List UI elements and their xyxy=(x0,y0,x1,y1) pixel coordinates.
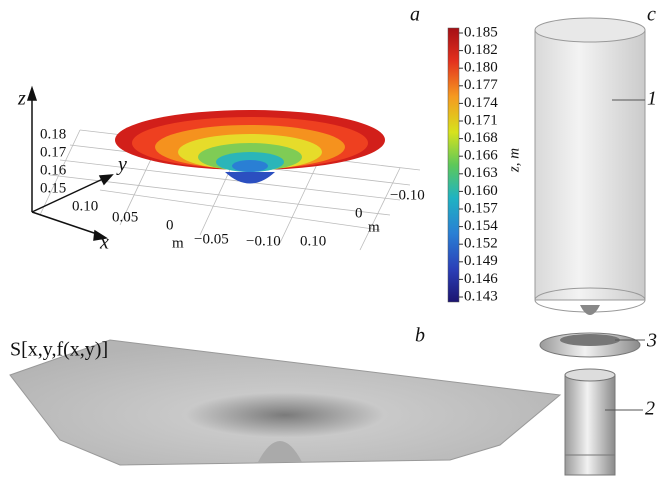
x-tick: −0.10 xyxy=(246,233,281,249)
colorbar-tick-label: 0.182 xyxy=(464,42,498,58)
colorbar-tick-label: 0.171 xyxy=(464,112,498,128)
z-tick: 0.16 xyxy=(40,162,67,178)
y-tick: 0.10 xyxy=(300,233,326,249)
panel-label: c xyxy=(647,4,656,26)
colorbar xyxy=(448,28,459,302)
apparatus xyxy=(535,18,645,475)
y-unit: m xyxy=(368,219,380,235)
panel-label: a xyxy=(410,4,420,26)
part-label: 3 xyxy=(646,330,657,352)
z-tick: 0.15 xyxy=(40,180,66,196)
axis-label: x xyxy=(99,232,109,254)
colorbar-tick-label: 0.163 xyxy=(464,165,498,181)
x-tick: 0 xyxy=(166,217,174,233)
colorbar-tick-label: 0.180 xyxy=(464,60,498,76)
colorbar-tick-label: 0.168 xyxy=(464,130,498,146)
colorbar-tick-label: 0.143 xyxy=(464,288,498,304)
colorbar-tick-label: 0.174 xyxy=(464,95,498,111)
colorbar-tick-label: 0.146 xyxy=(464,271,498,287)
y-tick: 0 xyxy=(355,205,363,221)
colorbar-tick-label: 0.152 xyxy=(464,236,498,252)
bowl xyxy=(115,110,385,184)
figure: a z y x 0.18 0.17 0.16 0.15 0.10 0.05 0 … xyxy=(0,0,667,477)
surface-title: S[x,y,f(x,y)] xyxy=(10,339,108,361)
colorbar-title: z, m xyxy=(506,148,522,173)
x-tick: 0.10 xyxy=(72,198,98,214)
colorbar-tick-label: 0.149 xyxy=(464,253,498,269)
x-tick: 0.05 xyxy=(112,209,138,225)
part-label: 2 xyxy=(645,398,655,420)
panel-label: b xyxy=(415,325,425,347)
x-unit: m xyxy=(172,235,184,251)
colorbar-tick-label: 0.154 xyxy=(464,218,498,234)
axis-label: z xyxy=(17,88,26,110)
y-tick: −0.10 xyxy=(390,187,425,203)
axis-label: y xyxy=(116,154,127,176)
colorbar-tick-label: 0.160 xyxy=(464,183,498,199)
colorbar-tick-label: 0.177 xyxy=(464,77,498,93)
x-tick: −0.05 xyxy=(194,231,229,247)
z-tick: 0.17 xyxy=(40,144,67,160)
colorbar-tick-label: 0.166 xyxy=(464,148,498,164)
colorbar-tick-label: 0.185 xyxy=(464,24,498,40)
colorbar-tick-label: 0.157 xyxy=(464,200,498,216)
z-tick: 0.18 xyxy=(40,126,66,142)
part-label: 1 xyxy=(647,88,657,110)
